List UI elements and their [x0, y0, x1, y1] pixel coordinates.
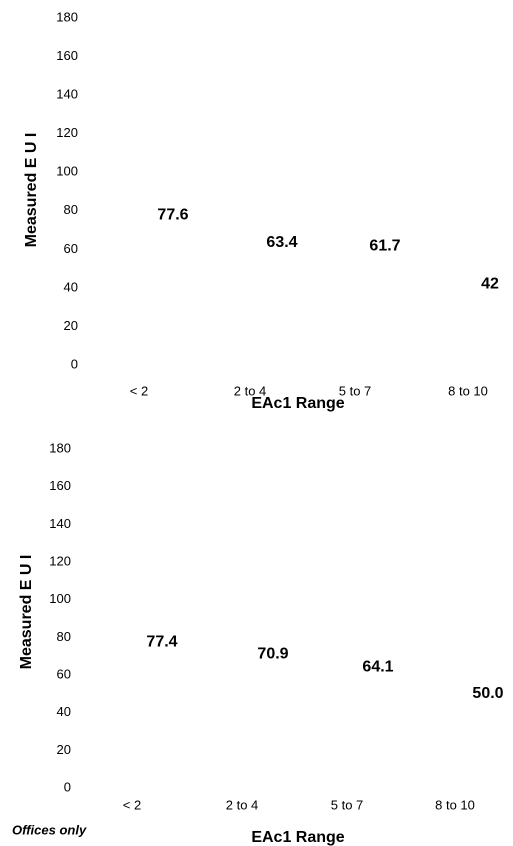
bar: [109, 215, 169, 365]
x-tick-label: 5 to 7: [339, 383, 372, 398]
y-tick-label: 100: [49, 591, 71, 606]
bar: [438, 284, 498, 365]
y-axis-title: Measured E U I: [18, 555, 35, 670]
data-label: 77.4: [146, 633, 177, 650]
y-tick-label: 20: [57, 742, 71, 757]
y-tick-label: 60: [64, 241, 78, 256]
chart-bottom: 0 20 40 60 80 100 120 140 160 180 < 2 77.4 2 to 4 70.…: [12, 440, 504, 846]
y-tick-label: 160: [56, 48, 78, 63]
y-tick-label: 0: [71, 356, 78, 371]
y-tick-label: 160: [49, 478, 71, 493]
x-tick-label: 8 to 10: [435, 797, 475, 812]
y-tick-label: 0: [64, 779, 71, 794]
y-tick-label: 180: [56, 9, 78, 24]
y-tick-label: 40: [64, 279, 78, 294]
x-tick-label: 2 to 4: [234, 383, 267, 398]
data-label: 70.9: [257, 646, 288, 663]
x-tick-label: 2 to 4: [226, 797, 259, 812]
data-label: 77.6: [157, 207, 188, 224]
y-tick-label: 60: [57, 666, 71, 681]
bar: [212, 654, 272, 788]
x-tick-label: 5 to 7: [331, 797, 364, 812]
y-tick-label: 180: [49, 440, 71, 455]
data-label: 50.0: [472, 685, 503, 702]
data-label: 63.4: [266, 234, 297, 251]
x-axis-title: EAc1 Range: [251, 829, 344, 846]
bar: [425, 693, 485, 788]
x-axis-title: EAc1 Range: [251, 395, 344, 412]
y-tick-label: 40: [57, 704, 71, 719]
x-tick-label: < 2: [130, 383, 148, 398]
y-axis-title: Measured E U I: [23, 133, 40, 248]
bar: [317, 667, 377, 788]
data-label: 42: [481, 275, 499, 292]
bar: [325, 246, 385, 365]
bar: [102, 642, 162, 788]
y-tick-label: 80: [57, 629, 71, 644]
data-label: 61.7: [369, 237, 400, 254]
y-tick-label: 120: [49, 553, 71, 568]
data-label: 64.1: [362, 658, 393, 675]
x-tick-label: 8 to 10: [448, 383, 488, 398]
y-tick-label: 140: [56, 87, 78, 102]
x-tick-label: < 2: [123, 797, 141, 812]
y-tick-label: 140: [49, 516, 71, 531]
bar: [220, 242, 280, 365]
y-tick-label: 120: [56, 125, 78, 140]
footnote: Offices only: [12, 822, 87, 837]
y-tick-label: 80: [64, 202, 78, 217]
y-tick-label: 100: [56, 164, 78, 179]
y-tick-label: 20: [64, 318, 78, 333]
chart-top: 0 20 40 60 80 100 120 140 160 180 < 2 77.6 2 to 4 63.…: [23, 9, 499, 412]
